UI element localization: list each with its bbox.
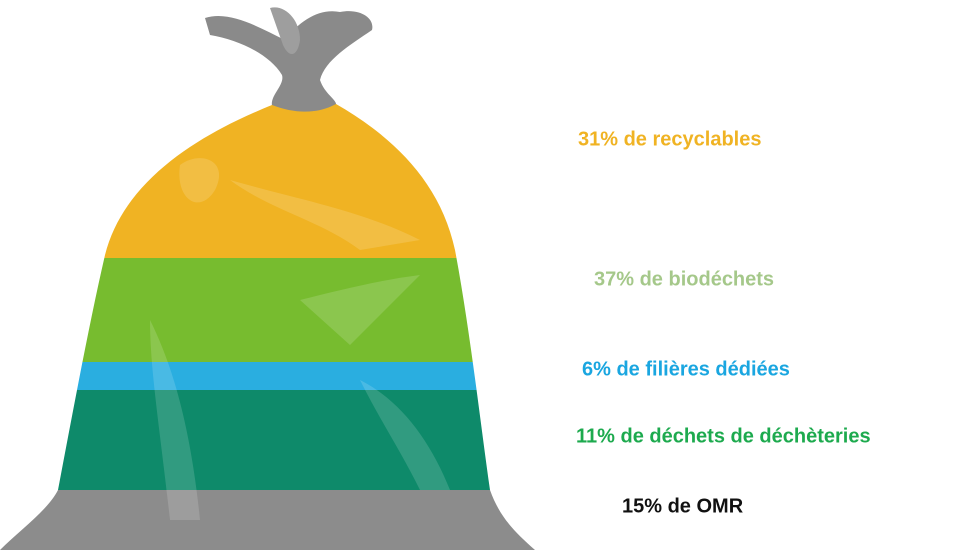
band-label: 11% de déchets de déchèteries [576, 425, 871, 447]
bag-band [0, 258, 535, 362]
band-label: 31% de recyclables [578, 128, 761, 150]
bag-knot [205, 7, 373, 112]
bag-band [0, 104, 535, 258]
bag-band [0, 490, 535, 550]
band-label: 6% de filières dédiées [582, 358, 790, 380]
bag-band [0, 362, 535, 390]
bag-body [0, 104, 535, 550]
band-label: 15% de OMR [622, 495, 744, 517]
band-label: 37% de biodéchets [594, 268, 774, 290]
bag-band [0, 390, 535, 490]
bag-folds [150, 158, 450, 520]
